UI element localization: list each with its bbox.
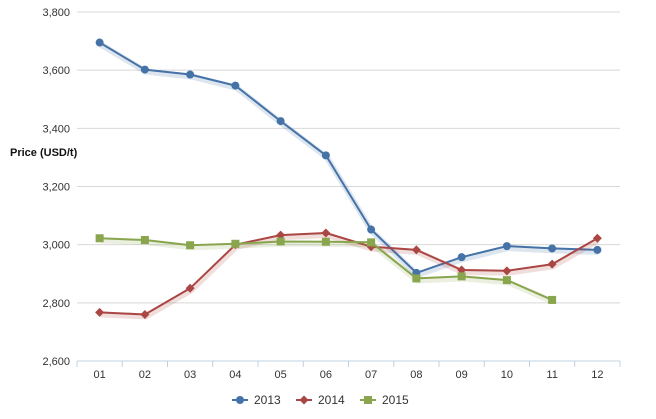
data-point (593, 245, 602, 254)
legend-marker (299, 395, 309, 405)
data-point (140, 309, 150, 319)
data-point (502, 276, 511, 285)
series-2015 (95, 234, 557, 305)
y-tick-label: 2,800 (42, 298, 70, 310)
data-point (457, 253, 466, 262)
y-tick-label: 3,600 (42, 65, 70, 77)
legend-item-2015[interactable]: 2015 (360, 393, 409, 407)
data-point (276, 117, 285, 126)
legend-item-2013[interactable]: 2013 (232, 393, 281, 407)
data-point (95, 307, 105, 317)
y-tick-label: 3,800 (42, 7, 70, 19)
data-point (186, 70, 195, 79)
series-line (99, 41, 598, 274)
data-point (547, 259, 557, 269)
legend-marker (236, 396, 244, 404)
data-point (457, 265, 467, 275)
x-axis-ticks: 01 02 03 04 05 06 07 08 09 10 11 12 (76, 361, 621, 381)
x-tick-label: 09 (456, 369, 468, 381)
legend: 2013 2014 2015 (232, 393, 409, 407)
legend-label: 2014 (318, 393, 345, 407)
x-tick-label: 05 (275, 369, 287, 381)
data-point (592, 233, 602, 243)
x-tick-label: 12 (591, 369, 603, 381)
data-point (140, 236, 149, 245)
y-tick-label: 3,000 (42, 240, 70, 252)
y-tick-label: 3,200 (42, 182, 70, 194)
x-tick-label: 03 (184, 369, 196, 381)
data-point (276, 230, 286, 240)
y-axis-label: Price (USD/t) (10, 147, 78, 159)
data-point (231, 239, 240, 248)
data-point (321, 228, 331, 238)
data-point (231, 81, 240, 90)
data-point (457, 272, 466, 281)
data-point (186, 241, 195, 250)
y-tick-label: 3,400 (42, 123, 70, 135)
grid-lines (77, 11, 620, 304)
data-point (276, 237, 285, 246)
legend-label: 2015 (382, 393, 409, 407)
data-point (548, 295, 557, 304)
x-tick-label: 11 (546, 369, 557, 381)
series-2013 (95, 38, 602, 279)
series-line (99, 237, 553, 301)
x-tick-label: 04 (229, 369, 241, 381)
x-tick-label: 07 (365, 369, 377, 381)
series-group (95, 38, 602, 320)
data-point (502, 242, 511, 251)
data-point (367, 225, 376, 234)
x-tick-label: 01 (94, 369, 106, 381)
x-tick-label: 02 (139, 369, 151, 381)
data-point (367, 238, 376, 247)
x-tick-label: 10 (501, 369, 513, 381)
data-point (412, 274, 421, 283)
legend-marker (364, 396, 372, 404)
data-point (548, 244, 557, 253)
series-line (99, 232, 598, 316)
x-tick-label: 06 (320, 369, 332, 381)
data-point (321, 237, 330, 246)
legend-label: 2013 (254, 393, 281, 407)
data-point (95, 38, 104, 47)
data-point (185, 283, 195, 293)
y-tick-label: 2,600 (42, 356, 70, 368)
x-tick-label: 08 (410, 369, 422, 381)
legend-item-2014[interactable]: 2014 (296, 393, 345, 407)
data-point (95, 234, 104, 243)
data-point (502, 266, 512, 276)
y-axis-ticks: 2,600 2,800 3,000 3,200 3,400 3,600 3,800 (42, 7, 70, 368)
data-point (411, 245, 421, 255)
data-point (321, 151, 330, 160)
data-point (140, 65, 149, 74)
